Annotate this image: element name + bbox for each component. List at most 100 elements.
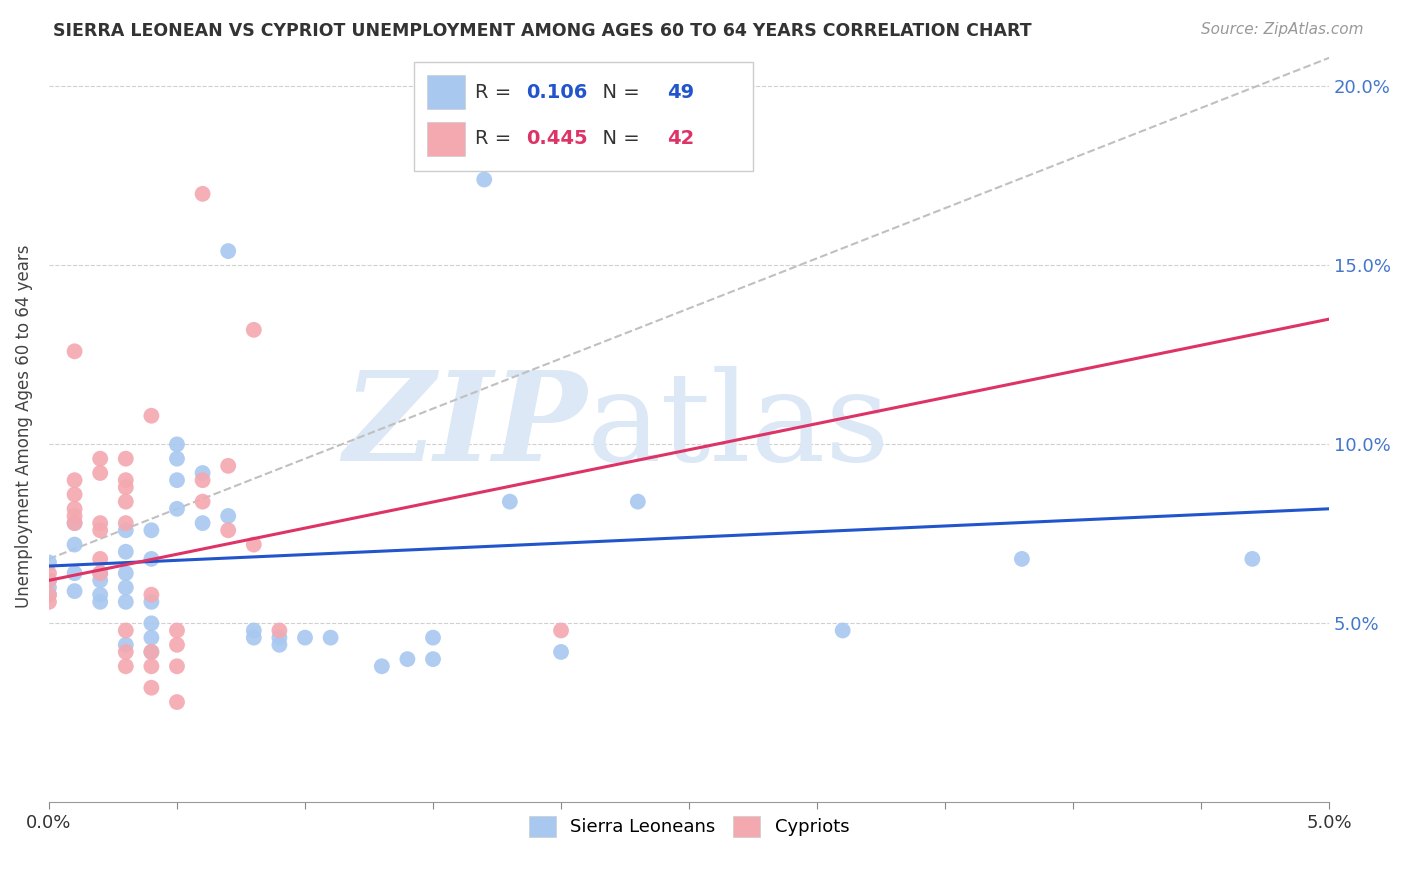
- Point: [63, 501, 86, 516]
- Point: [472, 172, 495, 186]
- Point: [166, 695, 188, 709]
- Point: [191, 466, 214, 480]
- Point: [217, 523, 239, 537]
- Point: [38, 574, 60, 588]
- Point: [269, 631, 291, 645]
- Point: [550, 624, 572, 638]
- Point: [166, 501, 188, 516]
- Point: [269, 638, 291, 652]
- Point: [63, 344, 86, 359]
- Point: [166, 437, 188, 451]
- Bar: [413, 62, 754, 171]
- Point: [63, 516, 86, 530]
- Bar: [426, 76, 465, 110]
- Point: [114, 595, 136, 609]
- Point: [1011, 552, 1033, 566]
- Point: [141, 645, 163, 659]
- Point: [89, 552, 111, 566]
- Point: [141, 523, 163, 537]
- Point: [89, 588, 111, 602]
- Point: [114, 480, 136, 494]
- Point: [166, 659, 188, 673]
- Legend: Sierra Leoneans, Cypriots: Sierra Leoneans, Cypriots: [520, 807, 859, 846]
- Point: [38, 574, 60, 588]
- Point: [422, 631, 444, 645]
- Point: [89, 523, 111, 537]
- Point: [114, 545, 136, 559]
- Point: [89, 516, 111, 530]
- Text: 42: 42: [668, 129, 695, 148]
- Point: [89, 466, 111, 480]
- Point: [63, 473, 86, 487]
- Point: [141, 595, 163, 609]
- Point: [217, 508, 239, 523]
- Point: [217, 458, 239, 473]
- Point: [831, 624, 853, 638]
- Text: atlas: atlas: [586, 366, 890, 487]
- Point: [243, 538, 266, 552]
- Point: [89, 566, 111, 581]
- Point: [63, 538, 86, 552]
- Point: [319, 631, 342, 645]
- Point: [141, 681, 163, 695]
- Text: N =: N =: [591, 129, 647, 148]
- Point: [114, 566, 136, 581]
- Point: [38, 581, 60, 595]
- Point: [63, 584, 86, 599]
- Bar: [426, 122, 465, 156]
- Point: [191, 186, 214, 201]
- Point: [141, 588, 163, 602]
- Point: [141, 552, 163, 566]
- Point: [217, 244, 239, 259]
- Point: [141, 659, 163, 673]
- Text: R =: R =: [475, 83, 517, 102]
- Point: [141, 409, 163, 423]
- Point: [89, 574, 111, 588]
- Text: ZIP: ZIP: [343, 366, 586, 487]
- Point: [141, 616, 163, 631]
- Point: [371, 659, 394, 673]
- Point: [114, 494, 136, 508]
- Point: [89, 451, 111, 466]
- Text: 49: 49: [668, 83, 695, 102]
- Point: [141, 631, 163, 645]
- Point: [422, 652, 444, 666]
- Point: [38, 588, 60, 602]
- Point: [114, 451, 136, 466]
- Point: [191, 473, 214, 487]
- Point: [269, 624, 291, 638]
- Y-axis label: Unemployment Among Ages 60 to 64 years: Unemployment Among Ages 60 to 64 years: [15, 244, 32, 608]
- Point: [166, 638, 188, 652]
- Point: [191, 516, 214, 530]
- Point: [114, 645, 136, 659]
- Point: [166, 473, 188, 487]
- Text: R =: R =: [475, 129, 517, 148]
- Point: [1241, 552, 1264, 566]
- Point: [114, 523, 136, 537]
- Point: [38, 588, 60, 602]
- Point: [89, 566, 111, 581]
- Point: [243, 624, 266, 638]
- Point: [63, 487, 86, 501]
- Point: [243, 323, 266, 337]
- Point: [114, 624, 136, 638]
- Point: [396, 652, 419, 666]
- Point: [63, 516, 86, 530]
- Text: 0.445: 0.445: [526, 129, 588, 148]
- Point: [63, 566, 86, 581]
- Point: [114, 638, 136, 652]
- Point: [499, 494, 522, 508]
- Text: 0.106: 0.106: [526, 83, 588, 102]
- Point: [191, 494, 214, 508]
- Text: Source: ZipAtlas.com: Source: ZipAtlas.com: [1201, 22, 1364, 37]
- Point: [89, 595, 111, 609]
- Text: N =: N =: [591, 83, 647, 102]
- Point: [114, 581, 136, 595]
- Point: [627, 494, 650, 508]
- Point: [550, 645, 572, 659]
- Point: [114, 659, 136, 673]
- Point: [141, 645, 163, 659]
- Point: [38, 556, 60, 570]
- Point: [114, 516, 136, 530]
- Point: [243, 631, 266, 645]
